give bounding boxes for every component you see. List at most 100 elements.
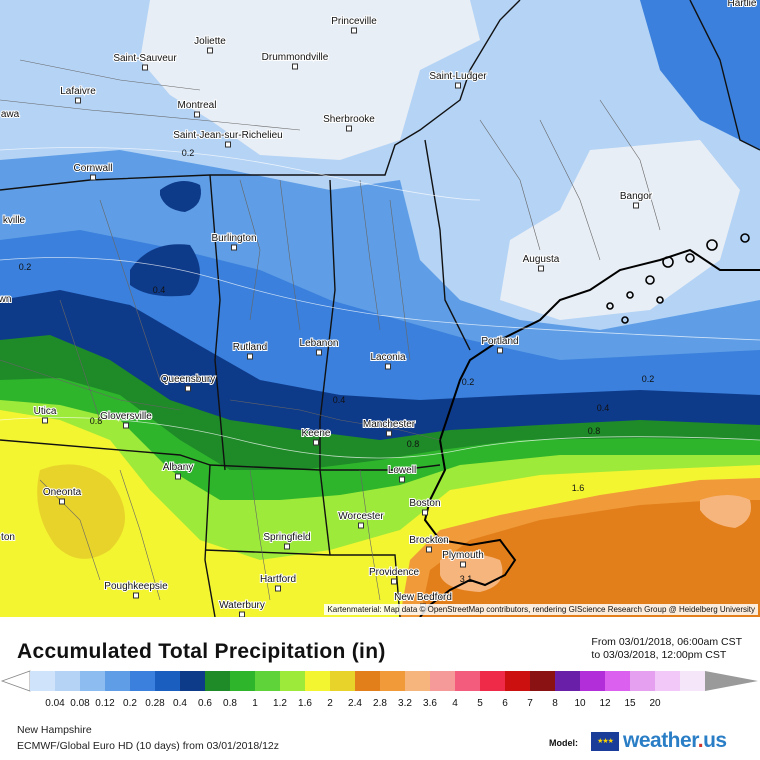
- contour-label: 0.4: [153, 285, 166, 295]
- city-marker[interactable]: Saint-Jean-sur-Richelieu: [172, 129, 284, 148]
- city-marker[interactable]: Hartford: [259, 573, 297, 592]
- contour-label: 0.2: [462, 377, 475, 387]
- scale-swatch: [280, 671, 306, 691]
- city-label: Lowell: [388, 465, 416, 476]
- city-label: Brockton: [409, 535, 448, 546]
- city-label: Montreal: [178, 100, 217, 111]
- city-marker[interactable]: Boston: [408, 497, 442, 516]
- city-marker[interactable]: Princeville: [330, 15, 378, 34]
- city-marker[interactable]: Burlington: [210, 232, 258, 251]
- band-maine-light: [500, 140, 740, 320]
- city-marker[interactable]: Waterbury: [218, 599, 266, 617]
- city-dot: [538, 265, 544, 272]
- precipitation-map[interactable]: 0.2 0.2 0.4 0.2 0.2 0.4 0.4 0.8 0.8 0.8 1.6 3.1 Pri…: [0, 0, 760, 617]
- city-dot: [346, 125, 352, 132]
- city-marker[interactable]: Plymouth: [441, 549, 485, 568]
- city-dot: [351, 27, 357, 34]
- scale-swatch: [255, 671, 281, 691]
- city-marker[interactable]: Gloversville: [99, 410, 153, 429]
- city-marker[interactable]: Saint-Ludger: [428, 70, 488, 89]
- scale-tick-label: 5: [477, 698, 483, 709]
- scale-swatch: [505, 671, 531, 691]
- city-marker[interactable]: Oneonta: [42, 486, 83, 505]
- city-marker[interactable]: Albany: [162, 461, 194, 480]
- city-label: Bangor: [620, 191, 653, 202]
- scale-tick-label: 1.2: [273, 698, 287, 709]
- city-marker[interactable]: Springfield: [262, 531, 312, 550]
- scale-swatch: [130, 671, 156, 691]
- city-marker[interactable]: Utica: [33, 405, 58, 424]
- city-label: Laconia: [370, 352, 405, 363]
- city-dot: [133, 592, 139, 599]
- city-marker[interactable]: Sherbrooke: [322, 113, 376, 132]
- city-dot: [385, 363, 391, 370]
- edge-city-label: ton: [1, 532, 15, 543]
- city-marker[interactable]: Joliette: [193, 35, 227, 54]
- city-marker[interactable]: Lebanon: [299, 337, 339, 356]
- city-marker[interactable]: Lafaivre: [59, 85, 97, 104]
- edge-city-label: kville: [3, 215, 26, 226]
- city-dot: [75, 97, 81, 104]
- state-borders: [0, 0, 760, 617]
- city-marker[interactable]: Laconia: [369, 351, 407, 370]
- scale-swatch: [205, 671, 231, 691]
- band-orange: [420, 500, 760, 617]
- city-marker[interactable]: Cornwall: [73, 162, 113, 181]
- city-dot: [42, 417, 48, 424]
- scale-tick-label: 3.2: [398, 698, 412, 709]
- scale-tick-label: 6: [502, 698, 508, 709]
- city-marker[interactable]: Augusta: [522, 253, 561, 272]
- band-light-north: [140, 0, 480, 160]
- edge-city-label: wn: [0, 294, 11, 305]
- footer-region: New Hampshire: [17, 724, 92, 736]
- contour-label: 0.2: [182, 148, 195, 158]
- footer-model-run: ECMWF/Global Euro HD (10 days) from 03/0…: [17, 740, 280, 752]
- city-marker[interactable]: Bangor: [619, 190, 654, 209]
- scale-tick-label: 0.12: [95, 698, 115, 709]
- scale-tick-label: 4: [452, 698, 458, 709]
- band-peach-cape: [440, 554, 503, 592]
- city-marker[interactable]: Rutland: [232, 341, 268, 360]
- time-to: to 03/03/2018, 12:00pm CST: [591, 649, 727, 661]
- city-marker[interactable]: Poughkeepsie: [103, 580, 169, 599]
- city-marker[interactable]: Brockton: [408, 534, 450, 553]
- city-dot: [386, 430, 392, 437]
- scale-swatch: [580, 671, 606, 691]
- scale-tick-label: 0.6: [198, 698, 212, 709]
- city-label: Queensbury: [161, 374, 215, 385]
- city-label: Burlington: [211, 233, 256, 244]
- color-scale-labels: 0.04 0.08 0.12 0.2 0.28 0.4 0.6 0.8 1 1.2 1.6 2 2.4 2…: [0, 698, 760, 710]
- city-marker[interactable]: Queensbury: [160, 373, 216, 392]
- city-marker[interactable]: Providence: [368, 566, 420, 585]
- scale-swatch: [630, 671, 656, 691]
- city-layer: Princeville Joliette Drummondville Saint-Sa…: [33, 15, 654, 617]
- city-dot: [90, 174, 96, 181]
- scale-swatch: [330, 671, 356, 691]
- city-marker[interactable]: Saint-Sauveur: [112, 52, 178, 71]
- color-scale: [0, 670, 758, 692]
- city-marker[interactable]: Keene: [301, 427, 332, 446]
- city-marker[interactable]: Manchester: [362, 418, 417, 437]
- scale-tick-label: 0.2: [123, 698, 137, 709]
- city-label: Sherbrooke: [323, 114, 375, 125]
- scale-swatch: [655, 671, 681, 691]
- city-marker[interactable]: Lowell: [387, 464, 417, 483]
- scale-tick-label: 0.8: [223, 698, 237, 709]
- scale-swatch: [405, 671, 431, 691]
- city-label: Waterbury: [219, 600, 265, 611]
- city-dot: [292, 63, 298, 70]
- weather-us-logo[interactable]: ★★★ weather.us: [591, 729, 751, 757]
- band-peach: [700, 495, 751, 528]
- city-label: Plymouth: [442, 550, 484, 561]
- contour-lines: [0, 147, 760, 459]
- city-dot: [231, 244, 237, 251]
- scale-arrow-left: [0, 670, 31, 692]
- city-marker[interactable]: Worcester: [337, 510, 385, 529]
- city-label: Utica: [34, 406, 57, 417]
- city-dot: [316, 349, 322, 356]
- contour-label: 0.4: [597, 403, 610, 413]
- city-marker[interactable]: Portland: [480, 335, 520, 354]
- city-marker[interactable]: Montreal: [177, 99, 217, 118]
- city-marker[interactable]: Drummondville: [261, 51, 330, 70]
- city-label: Lebanon: [300, 338, 339, 349]
